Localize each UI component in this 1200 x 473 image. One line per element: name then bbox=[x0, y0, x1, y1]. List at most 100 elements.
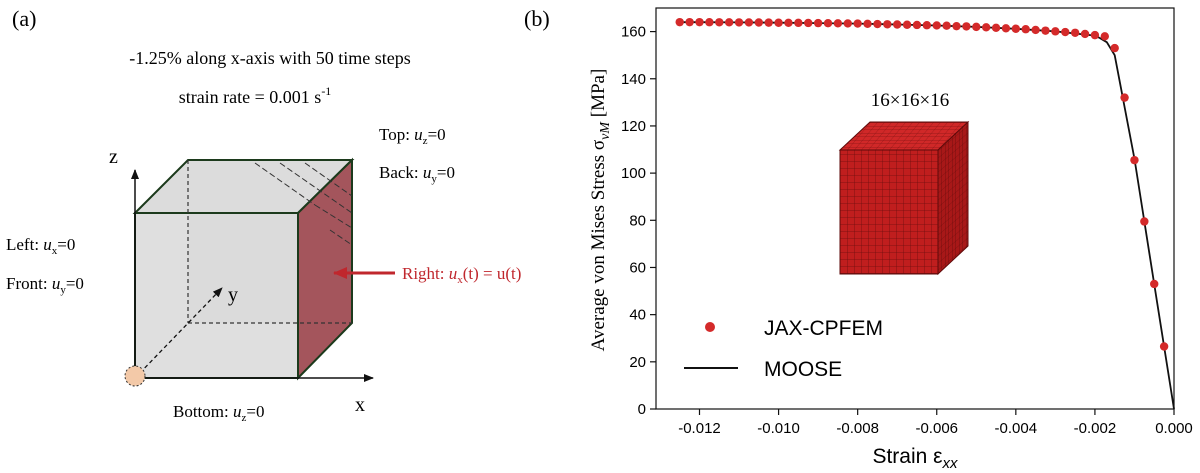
x-tick-label: -0.010 bbox=[757, 420, 800, 437]
jax-cpfem-point bbox=[823, 19, 833, 28]
jax-cpfem-point bbox=[734, 18, 744, 27]
jax-cpfem-point bbox=[1159, 342, 1169, 351]
top-dash-3 bbox=[304, 162, 353, 197]
jax-cpfem-point bbox=[1031, 25, 1040, 35]
jax-cpfem-point bbox=[724, 18, 734, 27]
jax-cpfem-point bbox=[1150, 279, 1159, 289]
jax-cpfem-point bbox=[813, 18, 823, 28]
plot-frame bbox=[655, 7, 1175, 410]
jax-cpfem-point bbox=[705, 18, 714, 27]
bc-bottom: Bottom: uz=0 bbox=[173, 402, 264, 424]
jax-cpfem-point bbox=[922, 21, 932, 30]
y-ticks: 0 20 40 60 80 100 120 140 160 bbox=[621, 24, 656, 418]
origin-marker bbox=[124, 365, 146, 387]
jax-cpfem-point bbox=[1021, 25, 1030, 34]
jax-cpfem-point bbox=[1140, 217, 1149, 226]
jax-cpfem-point bbox=[1061, 27, 1070, 37]
side-dash-2 bbox=[329, 229, 353, 246]
jax-cpfem-point bbox=[1001, 24, 1011, 33]
jax-cpfem-point bbox=[893, 20, 902, 29]
strain-rate-caption: strain rate = 0.001 s-1 bbox=[179, 84, 332, 107]
jax-cpfem-point bbox=[1130, 155, 1139, 165]
inset-mesh-cube: 16×16×16 bbox=[838, 90, 970, 276]
jax-cpfem-series bbox=[675, 17, 1169, 351]
inset-mesh-label: 16×16×16 bbox=[871, 90, 949, 111]
x-tick-label: 0.000 bbox=[1155, 420, 1193, 437]
y-tick-label: 20 bbox=[629, 354, 646, 371]
y-tick-label: 40 bbox=[629, 307, 646, 324]
y-axis-title: Average von Mises Stress σvM [MPa] bbox=[588, 69, 613, 352]
x-axis-title: Strain εxx bbox=[872, 445, 958, 472]
jax-cpfem-point bbox=[902, 20, 912, 29]
jax-cpfem-point bbox=[1041, 26, 1050, 35]
stress-strain-chart: 0 20 40 60 80 100 120 140 160 -0.012 -0.010 -0.008… bbox=[588, 7, 1193, 472]
jax-cpfem-point bbox=[1110, 43, 1119, 53]
jax-cpfem-point bbox=[952, 21, 961, 31]
jax-cpfem-point bbox=[715, 18, 724, 27]
jax-cpfem-point bbox=[754, 18, 764, 27]
bc-back: Back: uy=0 bbox=[379, 163, 455, 185]
jax-cpfem-point bbox=[695, 17, 704, 27]
x-tick-label: -0.012 bbox=[678, 420, 721, 437]
panel-a-label: (a) bbox=[12, 6, 36, 31]
y-tick-label: 60 bbox=[629, 259, 646, 276]
top-dash-1 bbox=[254, 162, 316, 206]
x-tick-label: -0.004 bbox=[995, 420, 1038, 437]
bc-front: Front: uy=0 bbox=[6, 274, 84, 296]
x-tick-label: -0.002 bbox=[1074, 420, 1117, 437]
jax-cpfem-point bbox=[981, 23, 991, 32]
jax-cpfem-point bbox=[1070, 28, 1080, 37]
bc-left: Left: ux=0 bbox=[6, 235, 75, 257]
cube-front-face bbox=[134, 212, 299, 379]
jax-cpfem-point bbox=[833, 19, 843, 28]
inset-cube-side bbox=[937, 120, 969, 276]
top-dash-2 bbox=[279, 162, 353, 214]
y-tick-label: 100 bbox=[621, 165, 646, 182]
legend-label-moose: MOOSE bbox=[764, 358, 842, 381]
inset-cube-front bbox=[839, 149, 939, 275]
z-axis-label: z bbox=[109, 146, 118, 168]
jax-cpfem-point bbox=[675, 17, 684, 27]
x-tick-label: -0.006 bbox=[915, 420, 958, 437]
x-axis-label: x bbox=[355, 394, 365, 416]
panel-b-label: (b) bbox=[524, 6, 550, 31]
y-tick-label: 160 bbox=[621, 24, 646, 41]
jax-cpfem-point bbox=[843, 19, 852, 28]
y-axis-label: y bbox=[228, 284, 238, 306]
jax-cpfem-point bbox=[991, 23, 1001, 33]
jax-cpfem-point bbox=[972, 22, 981, 32]
y-tick-label: 80 bbox=[629, 212, 646, 229]
jax-cpfem-point bbox=[942, 21, 951, 30]
jax-cpfem-point bbox=[804, 18, 813, 28]
panel-a: (a) -1.25% along x-axis with 50 time ste… bbox=[6, 6, 521, 424]
x-tick-label: -0.008 bbox=[836, 420, 879, 437]
legend: JAX-CPFEM MOOSE bbox=[684, 317, 883, 381]
jax-cpfem-point bbox=[873, 19, 882, 29]
jax-cpfem-point bbox=[932, 21, 941, 30]
jax-cpfem-point bbox=[1011, 24, 1021, 33]
y-tick-label: 140 bbox=[621, 71, 646, 88]
jax-cpfem-point bbox=[784, 18, 793, 28]
jax-cpfem-point bbox=[774, 18, 783, 27]
x-ticks: -0.012 -0.010 -0.008 -0.006 -0.004 -0.002 0.00… bbox=[678, 409, 1193, 437]
jax-cpfem-point bbox=[794, 18, 803, 28]
jax-cpfem-point bbox=[685, 17, 694, 27]
bc-right: Right: ux(t) = u(t) bbox=[402, 264, 521, 286]
jax-cpfem-point bbox=[1080, 29, 1090, 39]
legend-label-jax: JAX-CPFEM bbox=[764, 317, 883, 340]
jax-cpfem-point bbox=[912, 20, 922, 30]
jax-cpfem-point bbox=[853, 19, 862, 28]
jax-cpfem-point bbox=[962, 22, 971, 31]
legend-marker-jax bbox=[705, 322, 715, 332]
side-dash-1 bbox=[314, 204, 353, 229]
y-tick-label: 0 bbox=[638, 401, 646, 418]
jax-cpfem-point bbox=[744, 18, 754, 27]
jax-cpfem-point bbox=[1051, 27, 1060, 36]
jax-cpfem-point bbox=[863, 19, 872, 29]
jax-cpfem-point bbox=[883, 20, 892, 29]
bc-top: Top: uz=0 bbox=[379, 125, 446, 147]
loading-caption: -1.25% along x-axis with 50 time steps bbox=[129, 48, 410, 68]
jax-cpfem-point bbox=[1090, 30, 1100, 40]
